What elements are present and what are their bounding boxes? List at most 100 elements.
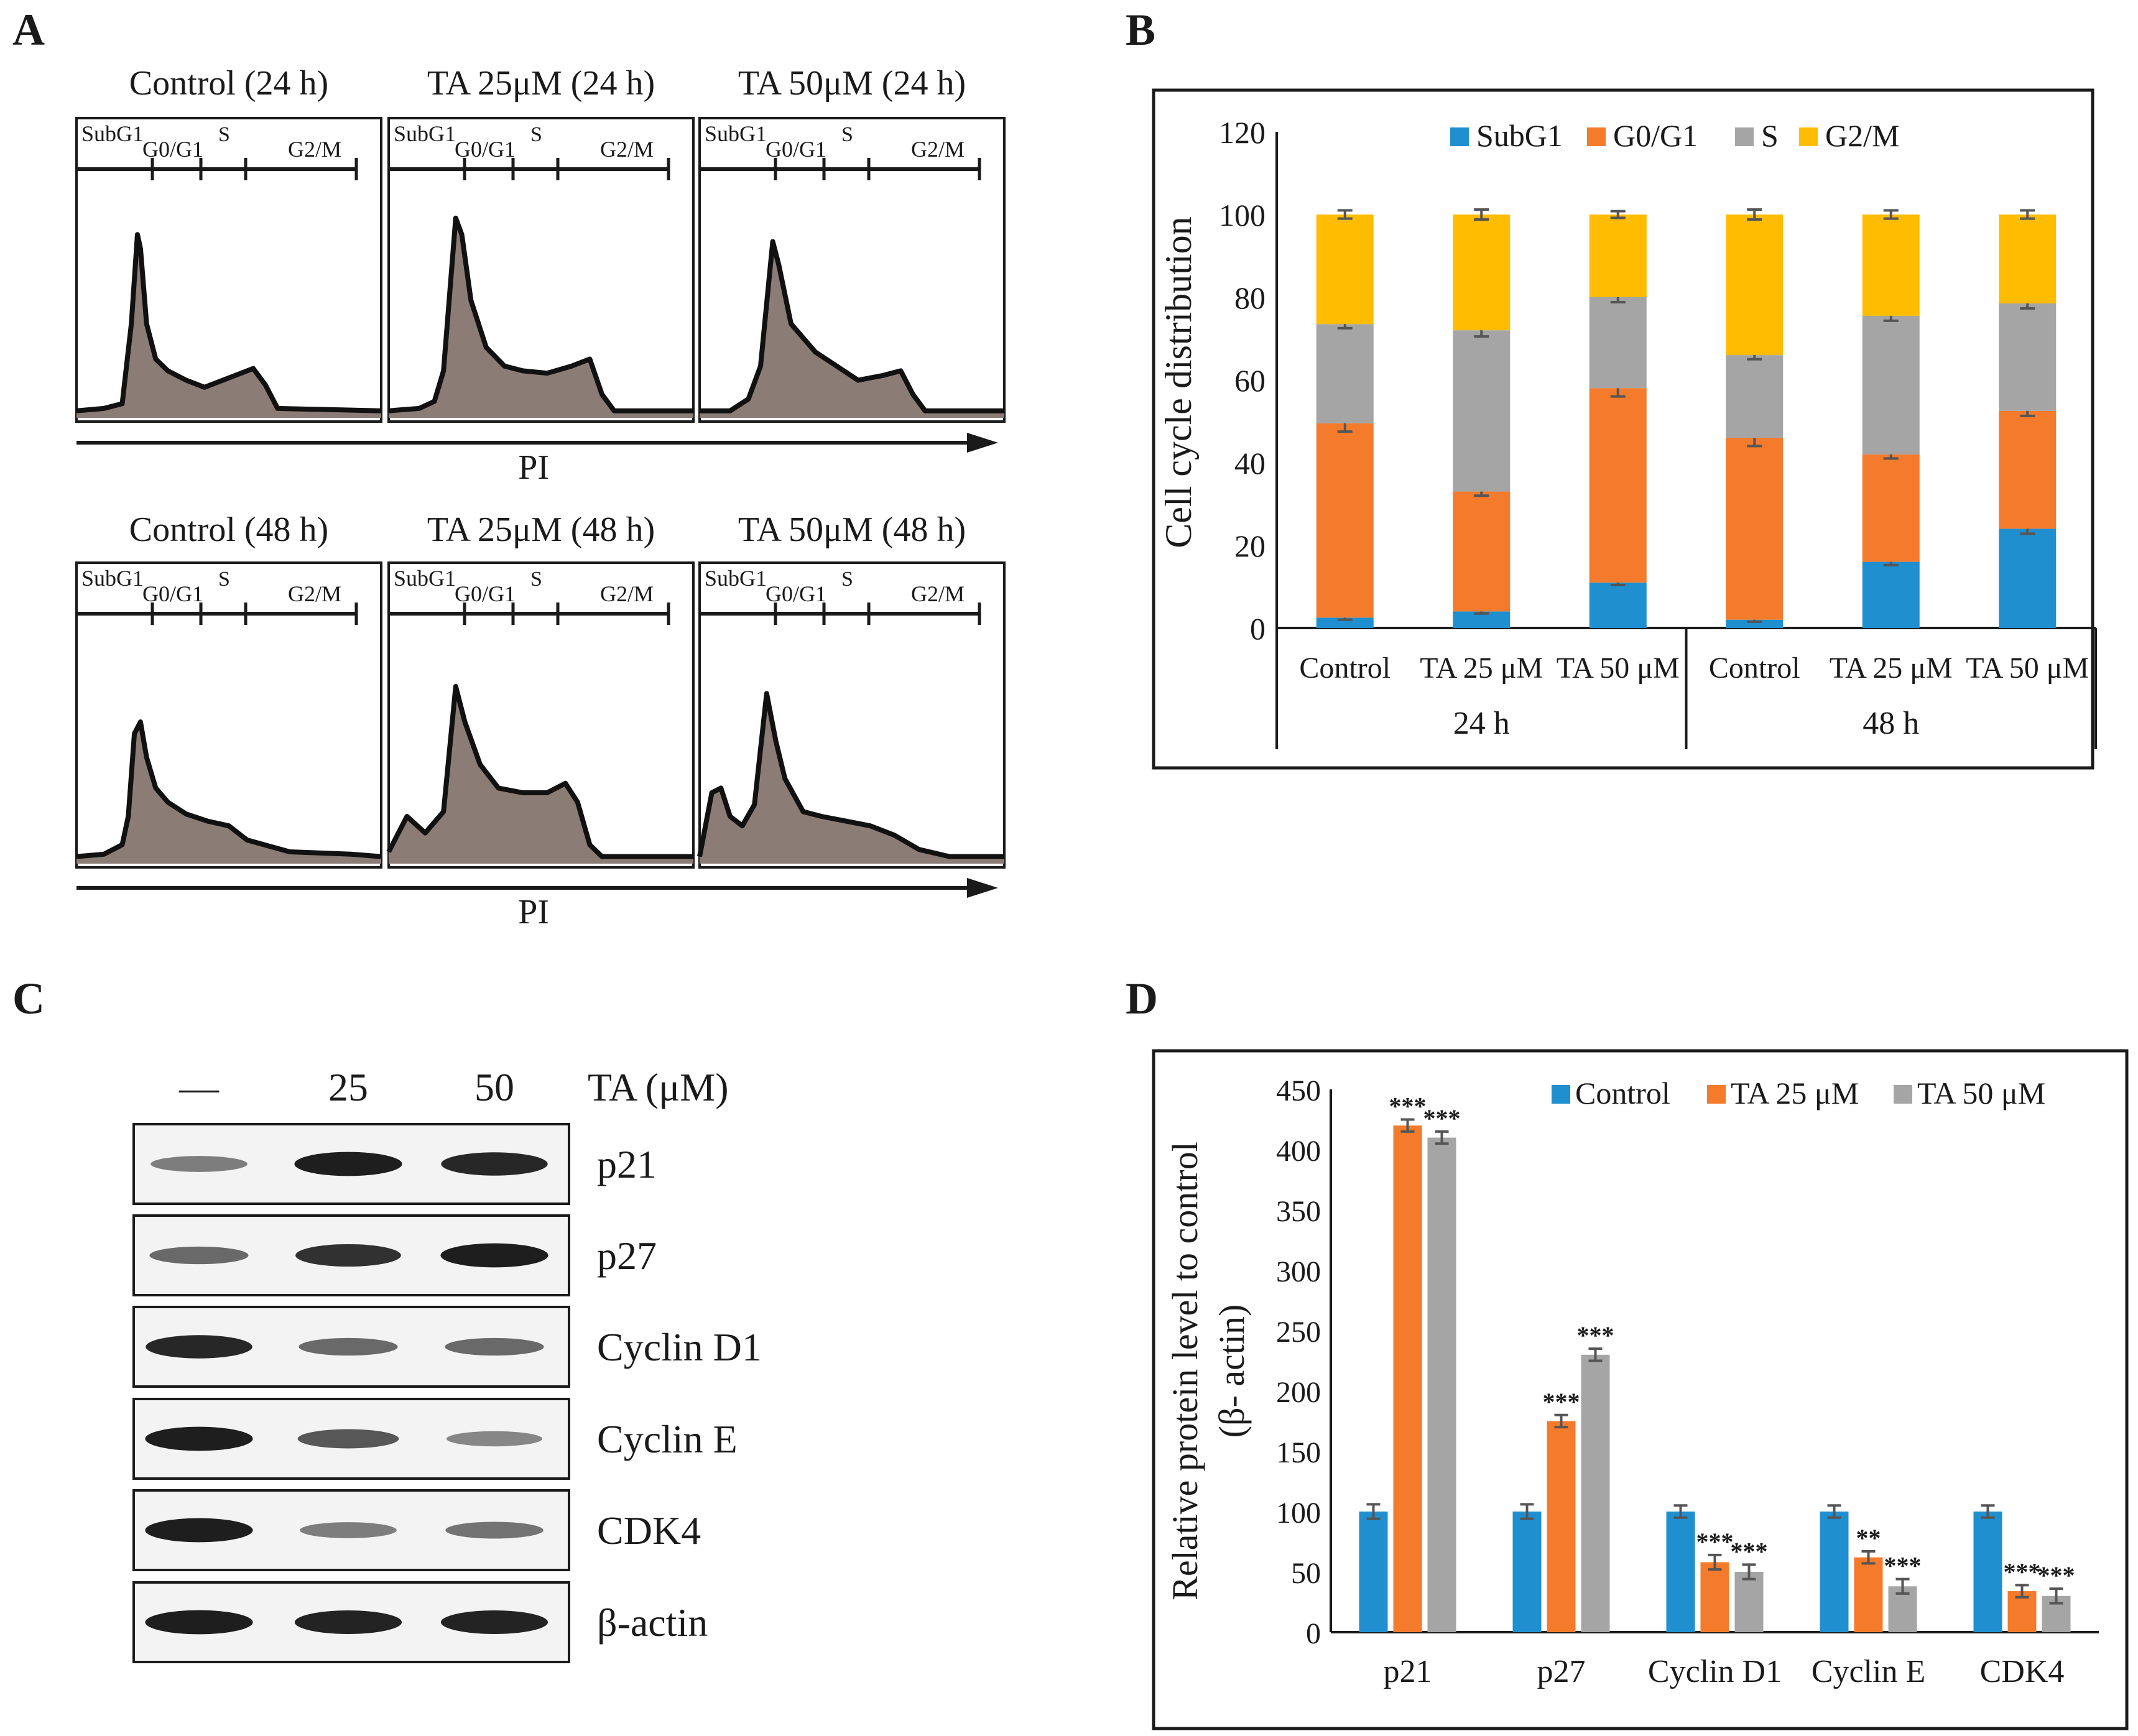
- gate-label: SubG1: [705, 566, 767, 591]
- legend-swatch-g2m: [1799, 127, 1818, 146]
- bar-ta25m-0: [1393, 1125, 1422, 1632]
- gate-label: SubG1: [705, 121, 767, 146]
- bar-ta50m-2: [1734, 1572, 1764, 1632]
- protein-label: β-actin: [597, 1600, 708, 1645]
- significance-marker: **: [1856, 1524, 1881, 1552]
- bar-s-1: [1453, 330, 1511, 492]
- protein-band: [294, 1610, 402, 1634]
- x-tick-label: p27: [1537, 1654, 1586, 1689]
- x-tick-label: TA 25 μM: [1420, 652, 1543, 685]
- bar-ta50m-1: [1581, 1354, 1610, 1632]
- bar-s-5: [1999, 303, 2057, 411]
- panel-letter-c: C: [12, 974, 45, 1023]
- x-tick-label: TA 25 μM: [1830, 652, 1953, 685]
- significance-marker: ***: [1731, 1537, 1768, 1565]
- x-tick-label: TA 50 μM: [1966, 652, 2089, 685]
- y-tick-label: 200: [1276, 1376, 1321, 1409]
- histogram-title: Control (24 h): [129, 64, 328, 103]
- histogram-curve: [697, 691, 1004, 859]
- legend-label: Control: [1575, 1076, 1670, 1110]
- histogram-curve: [76, 232, 382, 413]
- group-label: 48 h: [1863, 706, 1919, 741]
- bar-control-0: [1359, 1512, 1388, 1632]
- bar-ta25m-1: [1547, 1421, 1576, 1632]
- protein-label: Cyclin D1: [597, 1325, 762, 1369]
- protein-label: p21: [597, 1142, 657, 1186]
- gate-label: G0/G1: [766, 137, 826, 162]
- histogram-title: TA 25μM (24 h): [427, 64, 655, 103]
- gate-label: G0/G1: [455, 137, 516, 162]
- y-tick-label: 20: [1234, 529, 1266, 563]
- bar-ta50m-0: [1427, 1137, 1456, 1632]
- protein-band: [150, 1156, 248, 1172]
- y-tick-label: 0: [1306, 1617, 1321, 1650]
- protein-band: [441, 1152, 548, 1176]
- significance-marker: ***: [2004, 1558, 2041, 1586]
- histogram-fill: [700, 241, 1004, 418]
- histogram-title: TA 25μM (48 h): [427, 510, 655, 549]
- protein-label: p27: [597, 1234, 657, 1278]
- x-tick-label: p21: [1384, 1654, 1432, 1689]
- protein-band: [297, 1429, 399, 1449]
- significance-marker: ***: [2038, 1561, 2075, 1589]
- bar-g0g1-1: [1453, 491, 1511, 612]
- pi-axis-label: PI: [518, 893, 549, 931]
- legend-label: TA 25 μM: [1731, 1076, 1859, 1110]
- significance-marker: ***: [1696, 1528, 1734, 1556]
- gate-label: G0/G1: [766, 581, 826, 606]
- gate-label: S: [530, 123, 542, 146]
- histogram-curve: [76, 719, 382, 859]
- y-tick-label: 300: [1276, 1255, 1321, 1288]
- histogram-fill: [76, 722, 381, 864]
- histogram-fill: [76, 234, 381, 418]
- y-tick-label: 350: [1276, 1195, 1321, 1228]
- histogram-title: Control (48 h): [129, 510, 328, 549]
- gate-label: SubG1: [81, 121, 144, 146]
- significance-marker: ***: [1389, 1092, 1427, 1120]
- protein-band: [294, 1152, 402, 1176]
- chart-frame: [1152, 88, 2094, 770]
- bar-control-2: [1666, 1512, 1695, 1632]
- panel-letter-d: D: [1126, 974, 1158, 1023]
- protein-band: [440, 1243, 548, 1268]
- legend-swatch-s: [1735, 127, 1754, 146]
- x-tick-label: Cyclin D1: [1648, 1654, 1782, 1689]
- gate-label: SubG1: [394, 121, 456, 146]
- group-label: 24 h: [1453, 706, 1510, 741]
- bar-control-4: [1973, 1512, 2002, 1632]
- x-tick-label: Control: [1709, 652, 1800, 685]
- histogram-fill: [389, 686, 693, 864]
- x-tick-label: Cyclin E: [1812, 1654, 1925, 1689]
- gate-label: G0/G1: [142, 581, 203, 606]
- legend-swatch-ta25m: [1707, 1085, 1726, 1104]
- panel-letter-a: A: [12, 5, 45, 55]
- y-tick-label: 40: [1234, 446, 1266, 481]
- gate-label: G0/G1: [142, 137, 203, 162]
- panel-b-cell-cycle-chart: 0 20 40 60 80 100 120 Cell cycle distribution Co…: [1152, 88, 2097, 770]
- protein-band: [445, 1521, 544, 1539]
- y-tick-label: 450: [1276, 1074, 1321, 1107]
- protein-band: [447, 1431, 542, 1447]
- y-tick-label: 150: [1276, 1436, 1321, 1469]
- bar-s-2: [1589, 297, 1647, 389]
- legend-label: TA 50 μM: [1917, 1076, 2045, 1110]
- bar-g2m-3: [1726, 215, 1784, 356]
- bar-g2m-1: [1453, 215, 1511, 331]
- panel-c-western-blot: — 25 50 TA (μM) p21 p27 Cyclin D1 Cyclin E CDK4 β…: [132, 1065, 762, 1663]
- gate-label: G2/M: [288, 581, 341, 606]
- bar-g2m-4: [1862, 215, 1920, 316]
- pi-axis-arrowhead: [967, 433, 998, 453]
- x-tick-label: CDK4: [1980, 1654, 2065, 1689]
- legend-label: G2/M: [1825, 118, 1899, 153]
- bar-g2m-0: [1316, 215, 1374, 325]
- gate-label: G2/M: [600, 137, 654, 162]
- y-axis-title-line1: Relative protein level to control: [1165, 1142, 1205, 1600]
- bar-g2m-2: [1589, 215, 1647, 297]
- histogram-curve: [700, 239, 1004, 413]
- y-tick-label: 50: [1291, 1557, 1321, 1590]
- bar-s-0: [1316, 324, 1374, 423]
- histogram-title: TA 50μM (48 h): [738, 510, 966, 549]
- protein-band: [145, 1518, 253, 1543]
